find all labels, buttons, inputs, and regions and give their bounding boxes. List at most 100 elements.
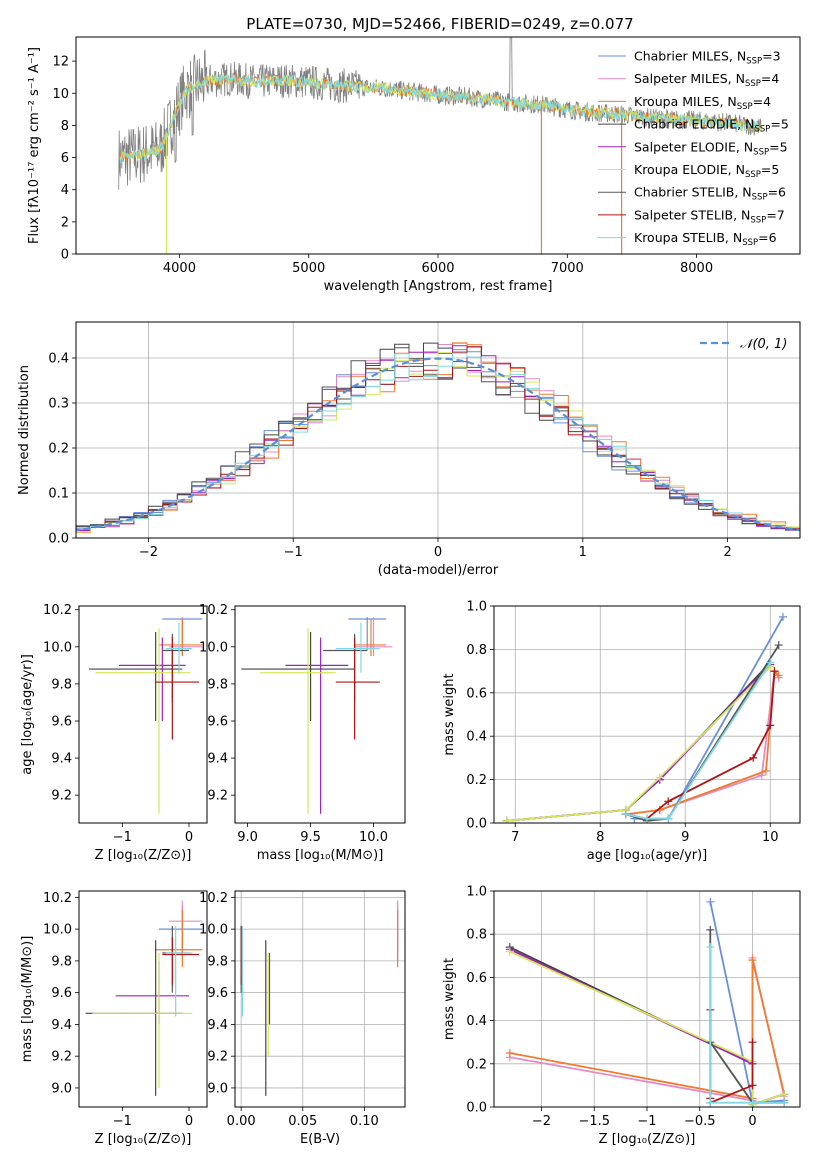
normal-curve bbox=[76, 357, 800, 532]
y-axis-label: mass [log₁₀(M/M⊙)] bbox=[20, 936, 35, 1063]
y-tick-label: 9.6 bbox=[51, 986, 72, 1001]
observed-spectrum bbox=[118, 37, 762, 190]
x-tick-label: 0 bbox=[185, 1114, 193, 1129]
y-tick-label: 9.2 bbox=[207, 789, 228, 804]
x-axis-label: Z [log₁₀(Z/Z⊙)] bbox=[599, 1132, 696, 1147]
frame-mass-vs-ebv: 0.00 0.05 0.10 9.0 9.2 9.4 9.6 9.8 10.0 10.2 E(B-V… bbox=[199, 890, 406, 1147]
axes-frame bbox=[234, 890, 406, 1108]
y-tick-label: 10 bbox=[52, 87, 69, 102]
mass-weight-marker bbox=[748, 1038, 757, 1047]
legend-sub: SSP bbox=[745, 79, 761, 89]
x-tick-label: 1 bbox=[579, 545, 587, 560]
x-tick-label: −1 bbox=[637, 1114, 656, 1129]
mass-weight-line bbox=[709, 947, 785, 1104]
mass-weight-marker bbox=[770, 667, 779, 676]
mass-weight-marker bbox=[748, 1081, 757, 1090]
legend-n: =5 bbox=[770, 117, 788, 132]
x-tick-label: −0.5 bbox=[684, 1114, 716, 1129]
legend-n: =5 bbox=[769, 139, 787, 154]
y-tick-label: 1.0 bbox=[466, 600, 487, 615]
y-tick-label: 0.0 bbox=[466, 817, 487, 832]
x-tick-label: 10 bbox=[762, 830, 779, 845]
mass-weight-line bbox=[625, 644, 780, 822]
legend-n: =4 bbox=[753, 94, 771, 109]
y-tick-label: 9.2 bbox=[51, 789, 72, 804]
mass-weight-marker bbox=[706, 1098, 715, 1107]
legend-n: =7 bbox=[766, 207, 784, 222]
x-tick-label: 8 bbox=[596, 830, 604, 845]
x-tick-label: 7000 bbox=[551, 261, 584, 276]
y-tick-label: 0.6 bbox=[466, 686, 487, 701]
mass-weight-marker bbox=[749, 753, 758, 762]
legend-n: =3 bbox=[762, 49, 780, 64]
y-tick-label: 0.4 bbox=[466, 730, 487, 745]
y-tick-label: 0.8 bbox=[466, 643, 487, 658]
y-tick-label: 0 bbox=[61, 248, 69, 263]
legend-n: =4 bbox=[761, 71, 779, 86]
residual-plot bbox=[76, 342, 800, 535]
mass-weight-plot bbox=[502, 612, 787, 823]
frame-mass-weight-vs-age: 7 8 9 10 0.0 0.2 0.4 0.6 0.8 1.0 age [log₁₀(age/yr… bbox=[442, 600, 801, 863]
y-tick-label: 0.2 bbox=[466, 1057, 487, 1072]
y-tick-label: 1.0 bbox=[466, 885, 487, 900]
mass-weight-marker bbox=[774, 641, 783, 650]
x-tick-label: 6000 bbox=[421, 261, 454, 276]
x-axis-label: Z [log₁₀(Z/Z⊙)] bbox=[95, 848, 192, 863]
x-tick-label: −1 bbox=[113, 1114, 132, 1129]
errorbar-plot bbox=[89, 617, 203, 814]
errorbar-plot bbox=[85, 900, 203, 1096]
model-spectrum bbox=[119, 73, 762, 164]
mass-weight-line bbox=[506, 666, 771, 822]
y-axis-label: mass weight bbox=[442, 673, 457, 755]
y-tick-label: 9.6 bbox=[207, 986, 228, 1001]
legend-label: Kroupa STELIB, NSSP=6 bbox=[634, 230, 777, 248]
x-tick-label: −1 bbox=[113, 830, 132, 845]
mass-weight-marker bbox=[706, 925, 715, 934]
y-tick-label: 0.4 bbox=[48, 352, 69, 367]
errorbar-plot bbox=[241, 617, 393, 814]
y-tick-label: 9.6 bbox=[207, 714, 228, 729]
axes-frame bbox=[493, 605, 801, 824]
frame-age-vs-mass: 9.0 9.5 10.0 9.2 9.4 9.6 9.8 10.0 10.2 mass [log₁… bbox=[199, 603, 406, 863]
legend-label: Salpeter ELODIE, NSSP=5 bbox=[634, 139, 788, 157]
y-tick-label: 0.1 bbox=[48, 487, 69, 502]
legend-sub: SSP bbox=[746, 57, 762, 67]
x-tick-label: 0.05 bbox=[288, 1114, 317, 1129]
figure-title: PLATE=0730, MJD=52466, FIBERID=0249, z=0… bbox=[246, 15, 633, 33]
residual-histogram bbox=[76, 352, 800, 532]
x-axis-label: Z [log₁₀(Z/Z⊙)] bbox=[95, 1132, 192, 1147]
legend-n: =6 bbox=[758, 230, 776, 245]
y-tick-label: 12 bbox=[52, 55, 69, 70]
y-tick-label: 9.4 bbox=[207, 752, 228, 767]
mass-weight-marker bbox=[780, 1090, 789, 1099]
y-tick-label: 10.2 bbox=[199, 603, 228, 618]
x-tick-label: 5000 bbox=[292, 261, 325, 276]
mass-weight-marker bbox=[774, 671, 783, 680]
x-axis-label: mass [log₁₀(M/M⊙)] bbox=[257, 848, 384, 863]
y-tick-label: 0.6 bbox=[466, 971, 487, 986]
y-tick-label: 2 bbox=[61, 215, 69, 230]
y-tick-label: 0.3 bbox=[48, 397, 69, 412]
legend-sub: SSP bbox=[750, 215, 766, 225]
mass-weight-marker bbox=[505, 1049, 514, 1057]
y-tick-label: 10.2 bbox=[199, 891, 228, 906]
y-tick-label: 0.0 bbox=[466, 1101, 487, 1116]
y-tick-label: 0.2 bbox=[48, 442, 69, 457]
spectrum-plot bbox=[118, 37, 762, 254]
mass-weight-marker bbox=[655, 773, 664, 782]
x-axis-label: (data-model)/error bbox=[378, 563, 499, 578]
mass-weight-line bbox=[625, 661, 772, 820]
frame-spectrum: 4000 5000 6000 7000 8000 0 2 4 6 8 10 12 wavelength … bbox=[27, 36, 801, 294]
mass-weight-marker bbox=[762, 766, 770, 775]
x-tick-label: 9 bbox=[681, 830, 689, 845]
spectrum-legend: Chabrier MILES, NSSP=3 Salpeter MILES, NS… bbox=[598, 49, 789, 248]
x-tick-label: 0 bbox=[748, 1114, 756, 1129]
axes-frame bbox=[234, 605, 406, 824]
y-axis-label: mass weight bbox=[442, 958, 457, 1040]
y-tick-label: 9.2 bbox=[207, 1050, 228, 1065]
x-tick-label: 2 bbox=[723, 545, 731, 560]
mass-weight-marker bbox=[766, 658, 775, 667]
x-tick-label: 9.0 bbox=[237, 830, 258, 845]
legend-label: Chabrier MILES, NSSP=3 bbox=[634, 49, 781, 67]
legend-sub: SSP bbox=[737, 102, 753, 112]
